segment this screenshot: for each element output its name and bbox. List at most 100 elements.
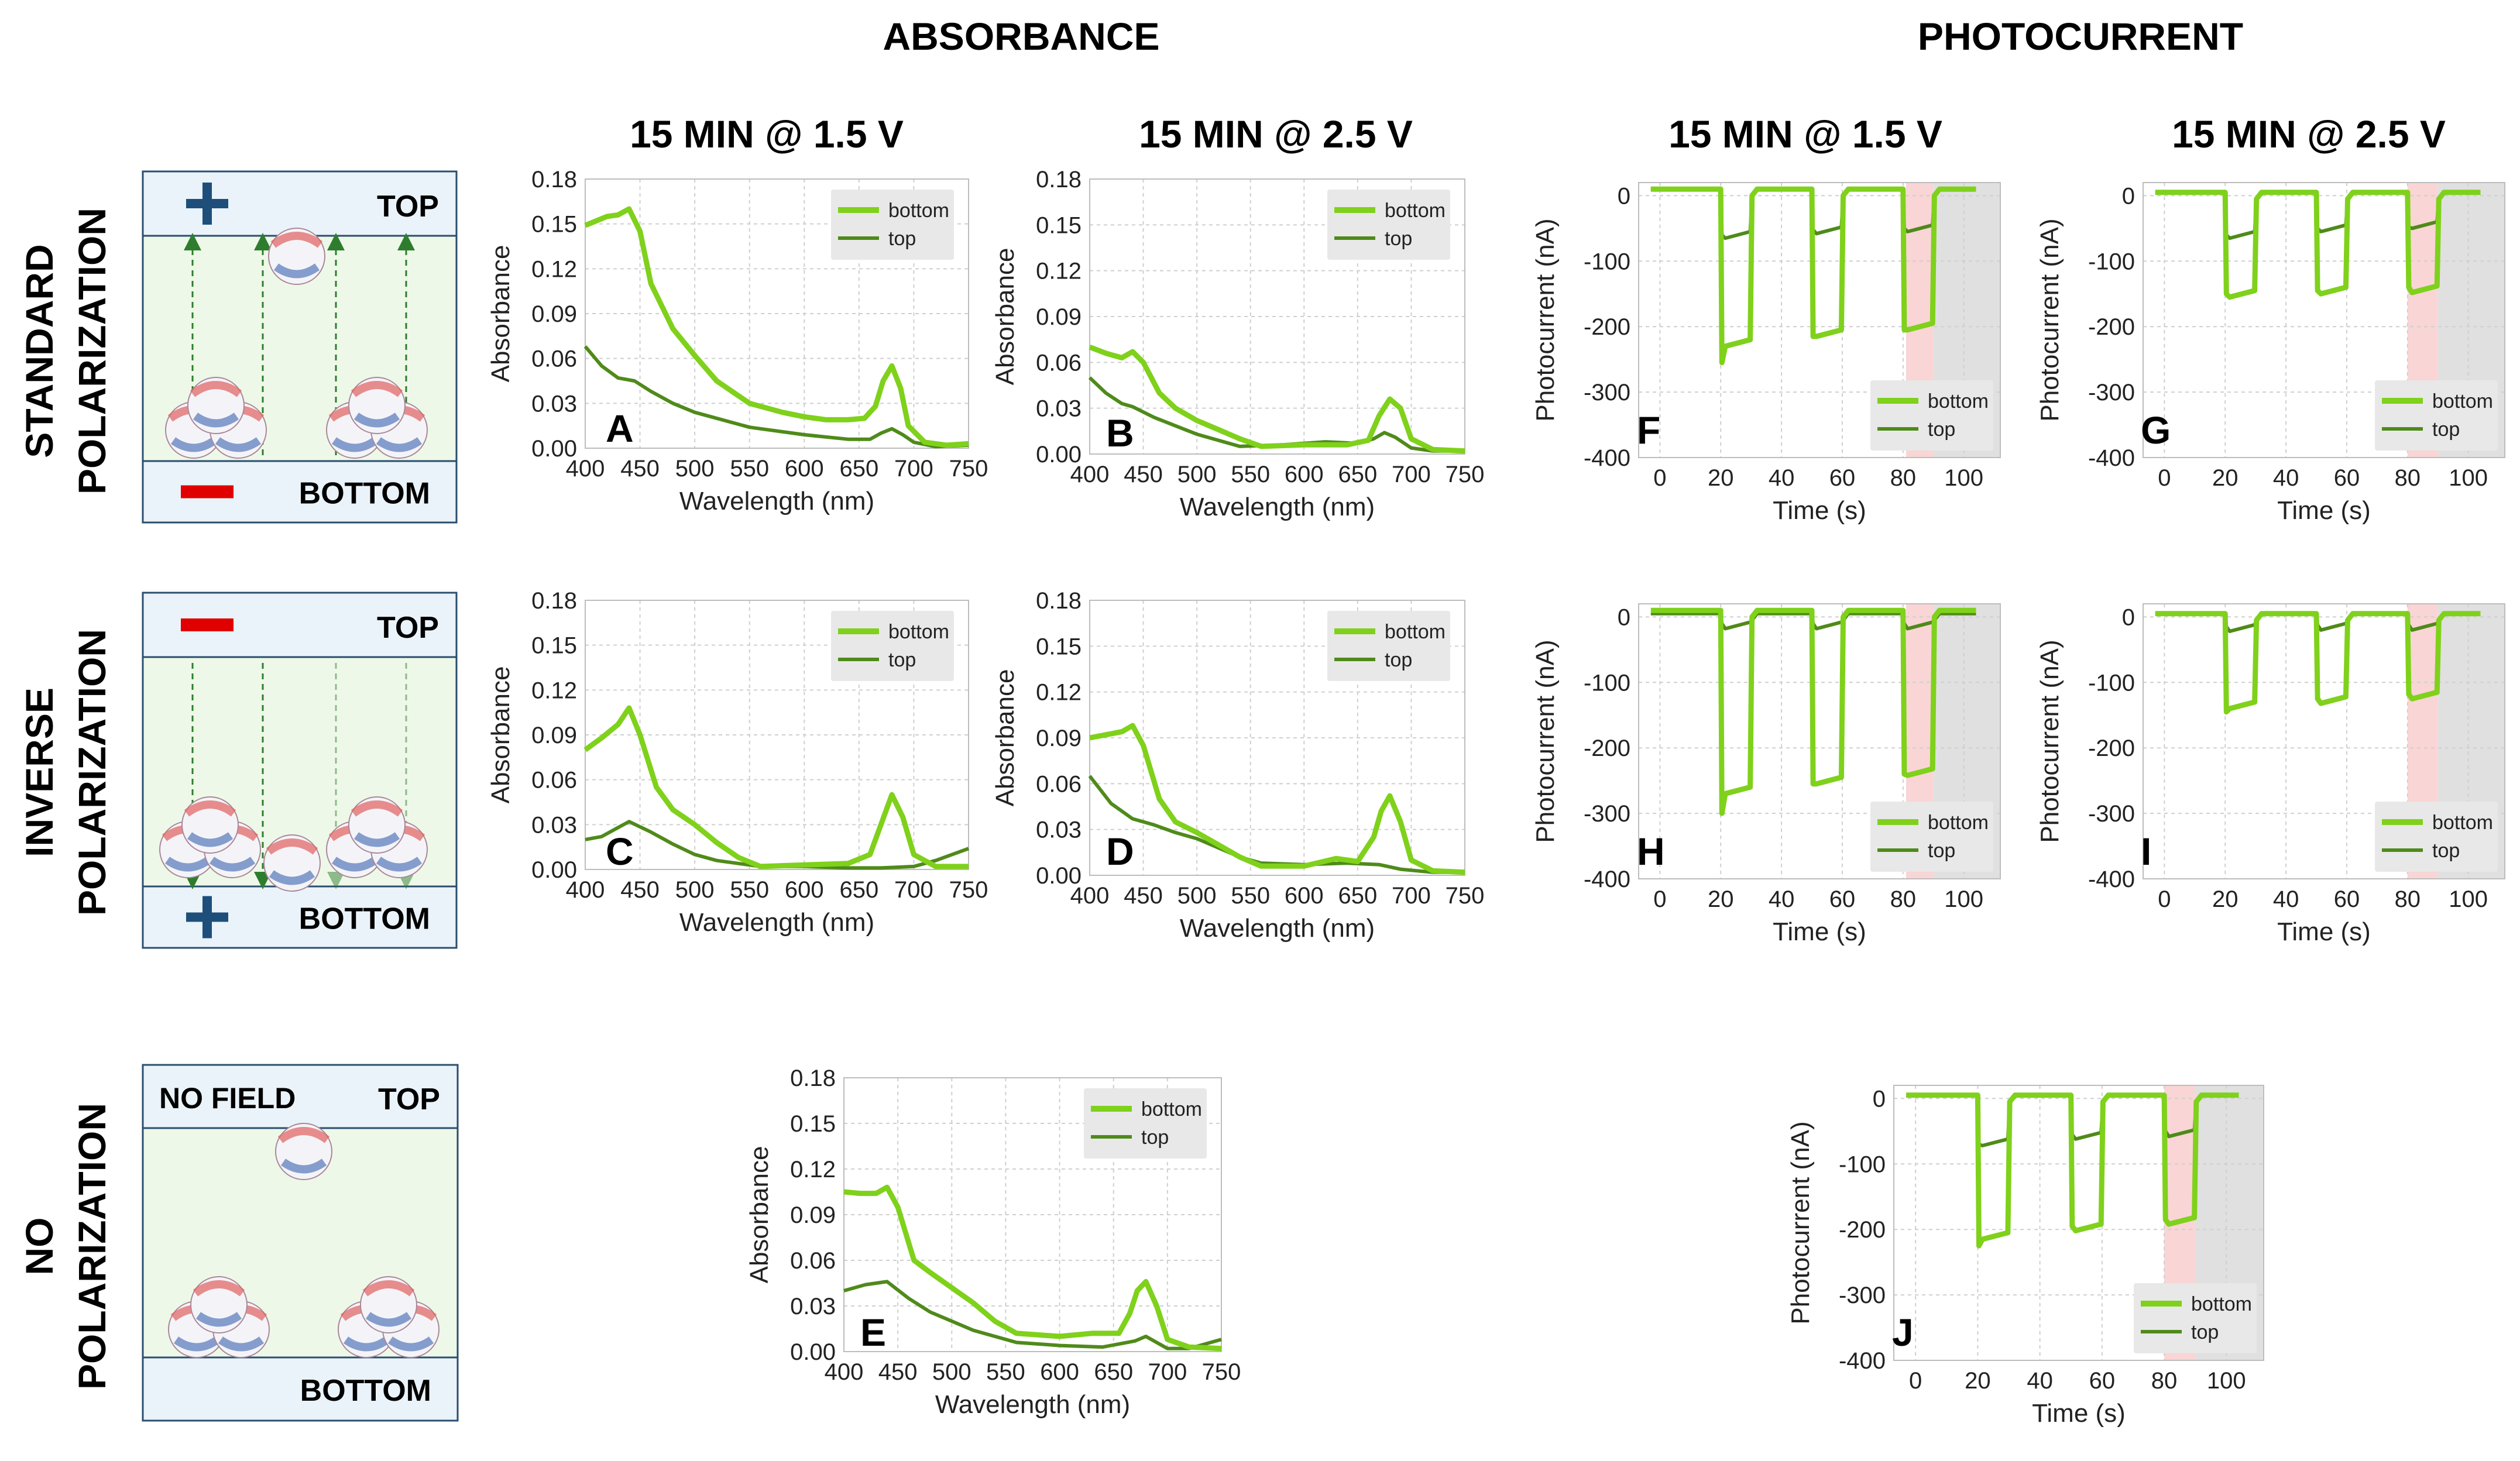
row-label-standard: STANDARD POLARIZATION — [18, 208, 114, 494]
y-tick-label: 0.03 — [1036, 396, 1082, 422]
legend: bottom top — [2375, 380, 2498, 451]
y-tick-label: 0.06 — [531, 346, 577, 372]
y-tick-label: 0.15 — [531, 212, 577, 238]
x-tick-label: 550 — [730, 877, 769, 903]
plot-frame — [1638, 603, 2001, 879]
protein-blue-region — [376, 857, 423, 872]
svg-text:POLARIZATION: POLARIZATION — [70, 629, 114, 916]
y-tick-label: 0.12 — [531, 256, 577, 282]
panel-letter-A: A — [606, 407, 634, 450]
y-tick-label: 0.06 — [790, 1248, 836, 1274]
y-tick-label: -100 — [1584, 670, 1630, 696]
series-line-top — [1650, 187, 1976, 240]
chart-C: 400 450 500 550 600 650 700 750 0.00 0.03 0.06 0.09… — [486, 588, 988, 937]
legend-label-bottom: bottom — [888, 200, 949, 222]
y-tick-label: 0.09 — [1036, 726, 1082, 751]
x-tick-label: 650 — [839, 456, 878, 482]
series-line-top — [1650, 611, 1976, 631]
x-tick-label: 400 — [825, 1359, 864, 1385]
top-electrode — [142, 1064, 459, 1129]
y-tick-label: 0.06 — [1036, 350, 1082, 376]
y-tick-label: -100 — [1839, 1151, 1886, 1177]
col-header-pc-2-5: 15 MIN @ 2.5 V — [2172, 112, 2446, 156]
series-line-bottom — [1906, 1092, 2239, 1249]
y-tick-label: 0.15 — [1036, 634, 1082, 659]
y-tick-label: -200 — [1839, 1217, 1886, 1243]
legend-label-top: top — [1928, 418, 1955, 441]
y-tick-label: 0 — [1618, 183, 1630, 209]
x-axis-label: Time (s) — [2277, 917, 2371, 946]
y-tick-label: 0.03 — [790, 1294, 836, 1319]
top-label: TOP — [377, 190, 439, 224]
x-tick-label: 80 — [2395, 886, 2421, 912]
y-tick-label: 0.15 — [790, 1111, 836, 1137]
x-tick-label: 550 — [1231, 462, 1270, 487]
panel-letter-B: B — [1106, 411, 1134, 455]
top-label: TOP — [378, 1082, 440, 1116]
y-tick-label: 0.12 — [1036, 259, 1082, 284]
plot-frame — [1893, 1085, 2264, 1361]
y-tick-label: 0.18 — [531, 588, 577, 614]
y-tick-label: -300 — [1584, 801, 1630, 827]
series-line-top — [2155, 611, 2481, 633]
y-tick-label: 0.00 — [1036, 442, 1082, 467]
x-tick-label: 750 — [1446, 883, 1485, 909]
x-tick-label: 40 — [1769, 886, 1795, 912]
y-tick-label: 0.15 — [531, 633, 577, 659]
y-tick-label: -100 — [2088, 670, 2135, 696]
top-sign-minus — [181, 618, 234, 631]
x-tick-label: 0 — [1653, 465, 1666, 491]
x-tick-label: 700 — [894, 456, 933, 482]
bottom-label: BOTTOM — [299, 902, 430, 936]
x-tick-label: 500 — [1177, 883, 1217, 909]
top-sign-plus-v — [202, 183, 212, 225]
chart-F: 0 20 40 60 80 100 0 -100 -200 -300 -400 Time (s) Pho… — [1531, 182, 2001, 525]
x-tick-label: 100 — [2449, 465, 2488, 491]
legend: bottom top — [2375, 802, 2498, 872]
y-axis-label: Photocurrent (nA) — [1786, 1121, 1815, 1324]
series-line-bottom — [1089, 723, 1465, 875]
protein-red-region — [351, 800, 403, 817]
x-tick-label: 20 — [2212, 465, 2239, 491]
legend-label-top: top — [1928, 840, 1955, 862]
protein-red-region — [193, 1280, 245, 1297]
row-label-inverse: INVERSE POLARIZATION — [18, 629, 114, 916]
x-tick-label: 400 — [566, 456, 605, 482]
legend-label-top: top — [2432, 418, 2460, 441]
protein-blue-region — [215, 437, 262, 452]
series-line-bottom — [584, 206, 969, 448]
x-tick-label: 100 — [2449, 886, 2488, 912]
y-axis-label: Photocurrent (nA) — [2035, 640, 2064, 843]
svg-text:NO: NO — [18, 1218, 61, 1276]
series-line-bottom — [1650, 607, 1976, 816]
y-tick-label: 0.00 — [1036, 863, 1082, 889]
protein-blue-region — [170, 437, 217, 452]
x-tick-label: 600 — [1285, 883, 1324, 909]
protein-red-region — [362, 1280, 415, 1297]
y-tick-label: 0.03 — [531, 391, 577, 417]
chart-H: 0 20 40 60 80 100 0 -100 -200 -300 -400 Time (s) Pho… — [1531, 603, 2001, 946]
y-tick-label: 0 — [1873, 1086, 1886, 1112]
series-line-bottom — [2155, 190, 2481, 300]
panel-letter-G: G — [2141, 408, 2171, 452]
x-tick-label: 700 — [894, 877, 933, 903]
series-line-bottom — [843, 1184, 1222, 1352]
legend-label-top: top — [888, 228, 916, 250]
y-tick-label: -400 — [2088, 445, 2135, 471]
x-tick-label: 20 — [1965, 1368, 1991, 1394]
protein-blue-region — [365, 1312, 412, 1327]
x-tick-label: 60 — [2334, 465, 2360, 491]
legend-label-top: top — [888, 649, 916, 671]
schematic-2: TOP BOTTOM — [142, 592, 458, 949]
x-tick-label: 650 — [839, 877, 878, 903]
chart-J: 0 20 40 60 80 100 0 -100 -200 -300 -400 Time (s) Pho… — [1786, 1085, 2264, 1428]
x-tick-label: 450 — [878, 1359, 918, 1385]
svg-text:STANDARD: STANDARD — [18, 244, 61, 458]
y-tick-label: 0.00 — [790, 1339, 836, 1365]
plot-frame — [1089, 178, 1465, 455]
y-axis-label: Absorbance — [745, 1146, 774, 1284]
col-header-abs-2-5: 15 MIN @ 2.5 V — [1139, 112, 1413, 156]
y-tick-label: -300 — [2088, 380, 2135, 405]
y-tick-label: 0.09 — [790, 1202, 836, 1228]
